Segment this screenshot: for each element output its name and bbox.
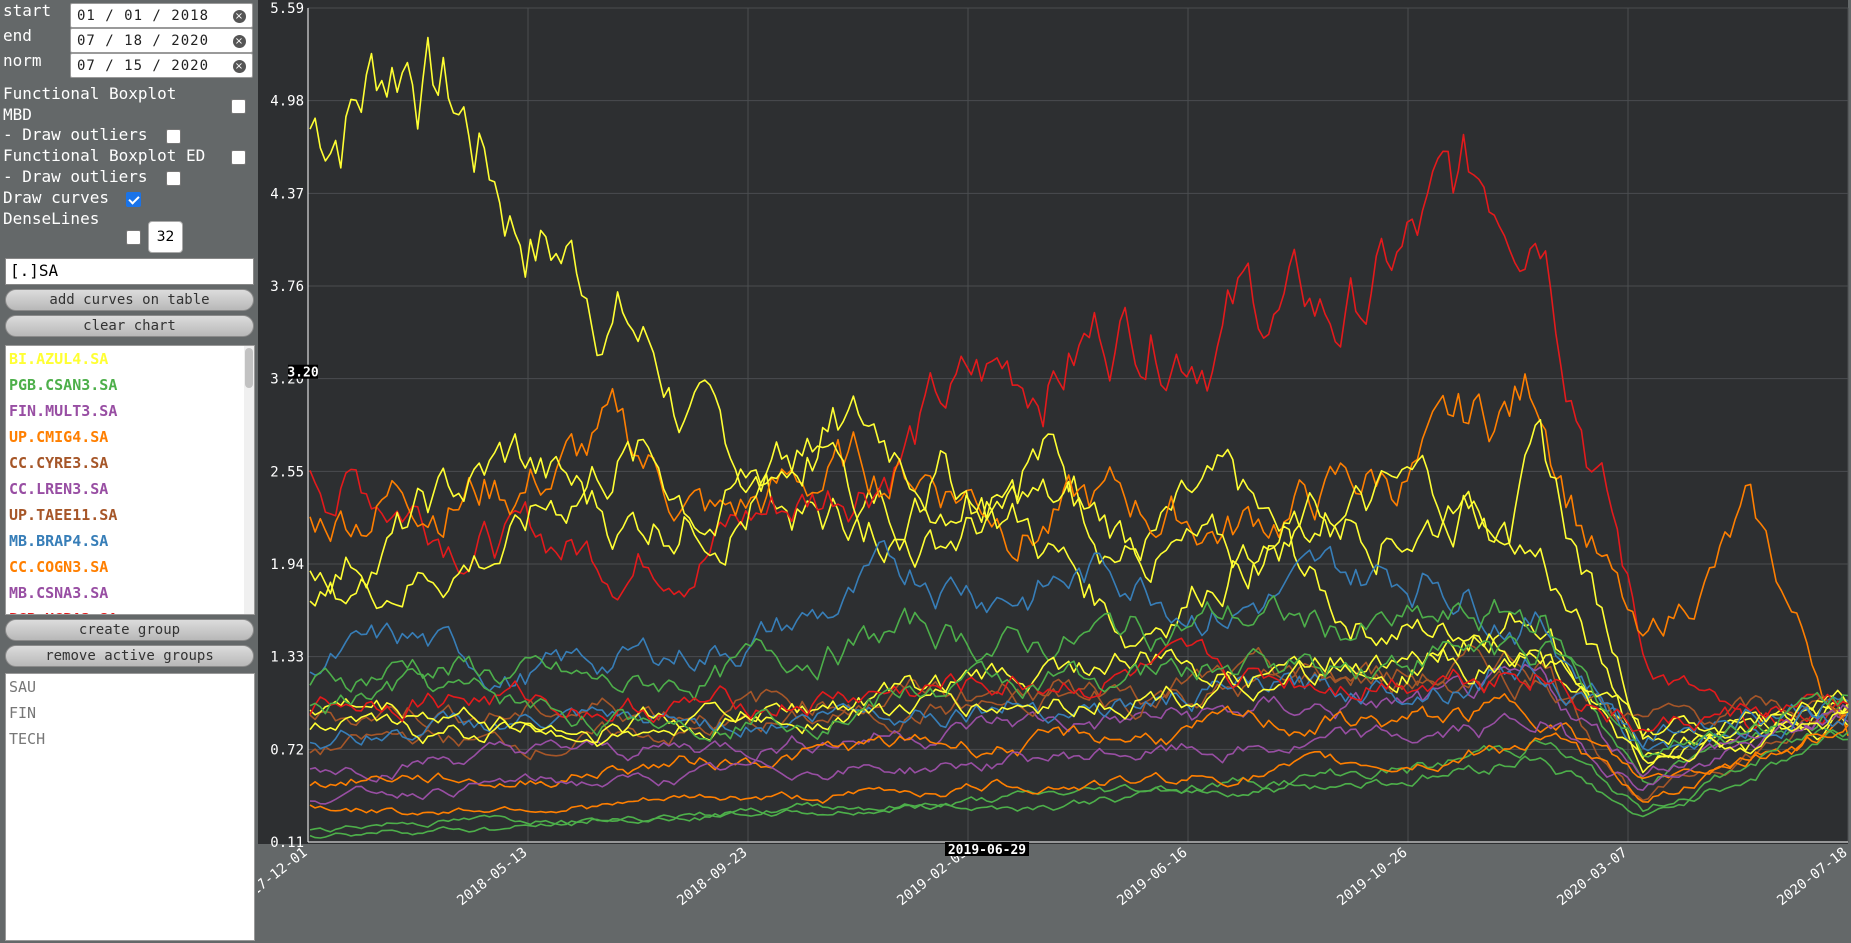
chart-area[interactable]: 5.59 4.98 4.37 3.76 3.20 2.55 1.94 1.33 0.72 0.11… — [258, 0, 1851, 943]
clear-norm-date-icon[interactable]: × — [233, 60, 246, 73]
fb-mbd-label: Functional Boxplot — [3, 84, 177, 103]
end-date-value: 07 / 18 / 2020 — [77, 33, 210, 49]
series-line[interactable] — [309, 633, 1849, 765]
clear-chart-button[interactable]: clear chart — [5, 315, 254, 337]
groups-listbox[interactable]: SAU FIN TECH — [5, 673, 255, 941]
hover-y-badge — [288, 364, 318, 379]
clear-start-date-icon[interactable]: × — [233, 10, 246, 23]
series-list-item[interactable]: CC.CYRE3.SA — [9, 454, 109, 472]
series-line[interactable] — [309, 539, 1849, 749]
fb-ed-label: Functional Boxplot ED — [3, 146, 206, 165]
series-list-item[interactable]: UP.TAEE11.SA — [9, 506, 118, 524]
series-list-scroll-thumb[interactable] — [245, 348, 253, 388]
remove-active-groups-button[interactable]: remove active groups — [5, 645, 254, 667]
draw-outliers-ed-label: - Draw outliers — [3, 167, 148, 186]
y-tick-label: 0.11 — [270, 835, 304, 851]
denselines-checkbox[interactable] — [126, 230, 141, 245]
norm-date-input[interactable]: 07 / 15 / 2020 × — [70, 53, 253, 78]
create-group-button[interactable]: create group — [5, 619, 254, 641]
series-list-item[interactable]: MB.CSNA3.SA — [9, 584, 109, 602]
end-label: end — [3, 26, 32, 45]
start-date-value: 01 / 01 / 2018 — [77, 8, 210, 24]
y-tick-label: 1.33 — [270, 650, 304, 666]
series-list-item[interactable]: MB.BRAP4.SA — [9, 532, 109, 550]
series-line[interactable] — [309, 635, 1849, 758]
clear-end-date-icon[interactable]: × — [233, 35, 246, 48]
y-tick-label: 5.59 — [270, 1, 304, 17]
series-list-item[interactable]: FIN.MULT3.SA — [9, 402, 118, 420]
line-chart[interactable]: 5.59 4.98 4.37 3.76 3.20 2.55 1.94 1.33 0.72 0.11… — [258, 0, 1851, 943]
draw-outliers-ed-checkbox[interactable] — [166, 171, 181, 186]
y-tick-label: 3.76 — [270, 279, 304, 295]
x-tick-label: 2019-06-16 — [1114, 845, 1190, 910]
y-tick-label: 1.94 — [270, 557, 304, 573]
group-list: SAU FIN TECH — [6, 674, 254, 752]
hover-x-label: 2019-06-29 — [948, 843, 1026, 858]
add-curves-button[interactable]: add curves on table — [5, 289, 254, 311]
fb-mbd-label-2: MBD — [3, 105, 32, 124]
series-list-item[interactable]: CC.COGN3.SA — [9, 558, 109, 576]
x-tick-label: 2017-12-01 — [258, 845, 310, 910]
draw-outliers-mbd-checkbox[interactable] — [166, 129, 181, 144]
series-list: BI.AZUL4.SA PGB.CSAN3.SA FIN.MULT3.SA UP.CM… — [6, 346, 254, 614]
y-tick-label: 0.72 — [270, 742, 304, 758]
start-date-input[interactable]: 01 / 01 / 2018 × — [70, 3, 253, 28]
draw-curves-label: Draw curves — [3, 188, 109, 207]
start-label: start — [3, 1, 52, 20]
x-axis: 2017-12-01 2018-05-13 2018-09-23 2019-02-03… — [258, 841, 1850, 910]
series-list-item[interactable]: BI.AZUL4.SA — [9, 350, 109, 368]
end-date-input[interactable]: 07 / 18 / 2020 × — [70, 28, 253, 53]
plot-background — [258, 0, 1848, 844]
series-line[interactable] — [309, 663, 1849, 783]
series-listbox[interactable]: BI.AZUL4.SA PGB.CSAN3.SA FIN.MULT3.SA UP.CM… — [5, 345, 255, 615]
series-lines — [309, 36, 1849, 839]
series-line[interactable] — [309, 36, 1849, 774]
series-line[interactable] — [309, 647, 1849, 748]
x-tick-label: 2018-05-13 — [454, 845, 530, 910]
series-list-item[interactable]: PGB.UGPA3.SA — [6, 606, 254, 614]
y-tick-label: 4.37 — [270, 186, 304, 202]
x-tick-label: 2019-10-26 — [1334, 845, 1410, 910]
series-line[interactable] — [309, 418, 1849, 752]
series-line[interactable] — [309, 395, 1849, 759]
x-tick-label: 2018-09-23 — [674, 845, 750, 910]
series-line[interactable] — [309, 373, 1849, 737]
y-tick-label: 4.98 — [270, 94, 304, 110]
denselines-bins-input[interactable]: 32 — [148, 221, 183, 253]
series-line[interactable] — [309, 724, 1849, 816]
series-list-item[interactable]: CC.LREN3.SA — [9, 480, 109, 498]
series-list-item[interactable]: PGB.CSAN3.SA — [9, 376, 118, 394]
x-tick-label: 2020-07-18 — [1774, 845, 1850, 910]
norm-date-value: 07 / 15 / 2020 — [77, 58, 210, 74]
group-list-item[interactable]: SAU — [9, 678, 37, 696]
y-tick-label: 2.55 — [270, 464, 304, 480]
x-tick-label: 2020-03-07 — [1554, 845, 1630, 910]
series-list-scrollbar[interactable] — [244, 346, 254, 614]
series-line[interactable] — [309, 133, 1849, 732]
denselines-label: DenseLines — [3, 209, 100, 228]
hover-readouts: 3.20 2019-06-29 — [287, 364, 1029, 858]
group-list-item[interactable]: FIN — [9, 704, 37, 722]
sidebar: start 01 / 01 / 2018 × end 07 / 18 / 202… — [0, 0, 258, 943]
draw-outliers-mbd-label: - Draw outliers — [3, 125, 148, 144]
norm-label: norm — [3, 51, 42, 70]
series-filter-input[interactable]: [.]SA — [5, 258, 254, 285]
hover-y-label: 3.20 — [287, 366, 318, 381]
series-list-item[interactable]: UP.CMIG4.SA — [9, 428, 109, 446]
fb-mbd-checkbox[interactable] — [231, 99, 246, 114]
series-line[interactable] — [309, 692, 1849, 789]
draw-curves-checkbox[interactable] — [126, 192, 141, 207]
fb-ed-checkbox[interactable] — [231, 150, 246, 165]
series-line[interactable] — [309, 729, 1849, 839]
hover-x-badge — [945, 842, 1029, 856]
group-list-item[interactable]: TECH — [9, 730, 46, 748]
y-axis: 5.594.984.373.763.202.551.941.330.720.11 — [270, 1, 309, 851]
